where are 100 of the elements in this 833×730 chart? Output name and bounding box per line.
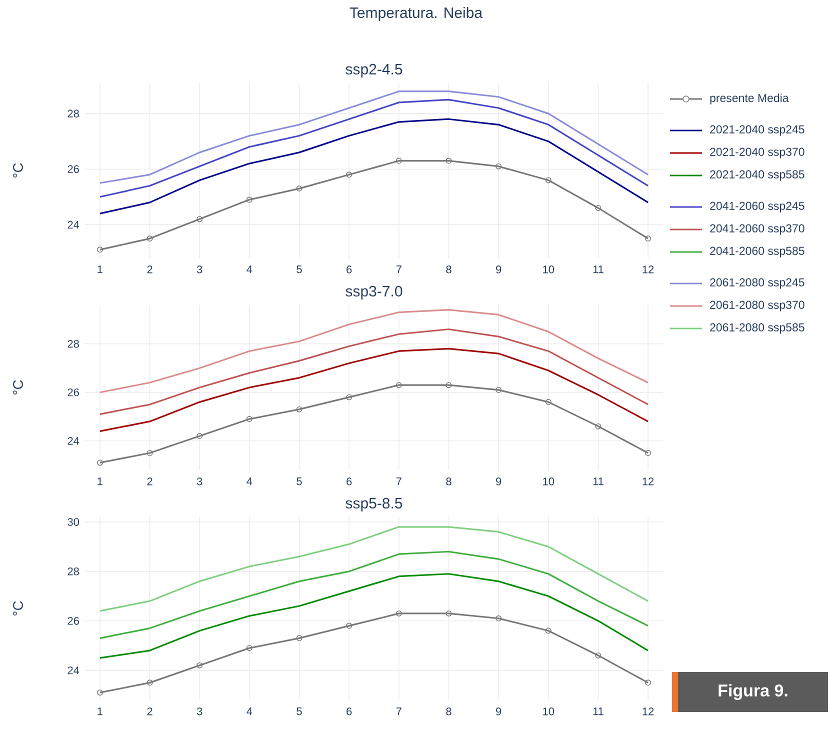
point — [396, 158, 402, 164]
point — [545, 399, 552, 406]
legend-label: 2061-2080 ssp370 — [710, 300, 804, 312]
x-tick-label: 7 — [396, 478, 402, 486]
legend-label: 2021-2040 ssp370 — [710, 148, 804, 158]
point — [595, 652, 602, 658]
y-axis-title: °C — [13, 163, 23, 178]
x-tick-label: 7 — [396, 266, 402, 274]
x-tick-label: 3 — [196, 708, 202, 716]
x-tick-label: 11 — [593, 478, 604, 486]
x-tick-label: 9 — [496, 708, 502, 716]
x-tick-label: 12 — [642, 478, 654, 486]
point — [446, 382, 452, 388]
y-axis-title: °C — [13, 601, 23, 616]
point — [595, 204, 602, 211]
x-tick-label: 1 — [98, 478, 102, 486]
y-tick-label: 24 — [68, 220, 80, 229]
x-tick-label: 2 — [147, 708, 152, 716]
point — [545, 628, 552, 634]
x-tick-label: 8 — [446, 708, 452, 716]
line-series — [99, 328, 649, 415]
x-tick-label: 3 — [196, 266, 202, 274]
point — [346, 622, 352, 629]
x-tick-label: 9 — [496, 478, 502, 486]
legend-label: 2061-2080 ssp585 — [710, 323, 804, 334]
point — [296, 406, 302, 412]
point — [296, 186, 302, 192]
x-tick-label: 1 — [98, 708, 102, 716]
legend-label: 2021-2040 ssp245 — [710, 125, 804, 136]
x-tick-label: 5 — [296, 266, 302, 274]
text: Figura 9. — [718, 684, 788, 700]
x-tick-label: 4 — [246, 478, 252, 486]
legend-label: 2041-2060 ssp585 — [710, 246, 804, 258]
y-tick-label: 30 — [68, 518, 80, 526]
x-tick-label: 11 — [593, 708, 604, 716]
x-tick-label: 9 — [496, 266, 502, 274]
x-tick-label: 5 — [296, 708, 302, 716]
legend-label: 2041-2060 ssp245 — [710, 202, 804, 212]
line-series — [99, 526, 649, 612]
point — [146, 450, 153, 456]
y-tick-label: 24 — [68, 666, 80, 674]
point — [246, 416, 252, 422]
legend-label: presente Media — [710, 94, 789, 104]
chart-subtitle: ssp5-8.5 — [346, 498, 402, 512]
point — [396, 610, 402, 616]
point — [146, 236, 153, 242]
x-tick-label: 7 — [396, 708, 402, 716]
line-series — [99, 309, 649, 394]
x-tick-label: 12 — [642, 266, 654, 274]
chart-title: Temperatura. Neiba — [350, 7, 483, 21]
legend-label: 2021-2040 ssp585 — [710, 170, 804, 181]
point — [496, 615, 502, 622]
y-tick-label: 26 — [68, 165, 79, 174]
x-tick-label: 12 — [642, 708, 654, 716]
y-tick-label: 28 — [68, 110, 79, 118]
x-tick-label: 8 — [446, 266, 452, 274]
x-tick-label: 5 — [296, 478, 302, 486]
point — [496, 163, 502, 170]
x-tick-label: 10 — [543, 266, 554, 274]
legend-label: 2061-2080 ssp245 — [710, 278, 804, 289]
point — [346, 394, 352, 400]
point — [196, 662, 203, 668]
x-tick-label: 1 — [98, 266, 102, 274]
x-tick-label: 2 — [147, 266, 152, 274]
x-tick-label: 10 — [543, 478, 554, 486]
point — [446, 158, 452, 164]
y-tick-label: 28 — [68, 568, 79, 576]
chart-subtitle: ssp2-4.5 — [346, 64, 402, 78]
y-tick-label: 26 — [68, 616, 79, 625]
line-series — [99, 550, 649, 639]
point — [446, 610, 452, 616]
chart-subtitle: ssp3-7.0 — [346, 286, 402, 300]
point — [246, 645, 252, 652]
line-series — [99, 573, 649, 659]
x-tick-label: 8 — [446, 478, 452, 486]
point — [296, 635, 302, 642]
legend-label: 2041-2060 ssp370 — [710, 224, 804, 235]
y-axis-title: °C — [13, 380, 23, 395]
x-tick-label: 4 — [246, 708, 252, 716]
line-series — [99, 348, 649, 432]
x-tick-label: 11 — [593, 266, 604, 274]
x-tick-label: 6 — [346, 708, 352, 716]
x-tick-label: 6 — [346, 266, 352, 274]
x-tick-label: 4 — [246, 266, 252, 274]
y-tick-label: 28 — [68, 340, 79, 348]
point — [196, 216, 203, 222]
point — [196, 433, 203, 440]
point — [496, 386, 502, 393]
point — [396, 382, 402, 388]
y-tick-label: 26 — [68, 388, 79, 396]
point — [346, 172, 352, 178]
x-tick-label: 3 — [196, 478, 202, 486]
y-tick-label: 24 — [68, 437, 80, 445]
point — [545, 177, 552, 184]
x-tick-label: 2 — [147, 478, 152, 486]
point — [595, 423, 602, 430]
x-tick-label: 6 — [346, 478, 352, 486]
point — [246, 196, 252, 203]
point — [146, 680, 153, 686]
x-tick-label: 10 — [543, 708, 554, 716]
